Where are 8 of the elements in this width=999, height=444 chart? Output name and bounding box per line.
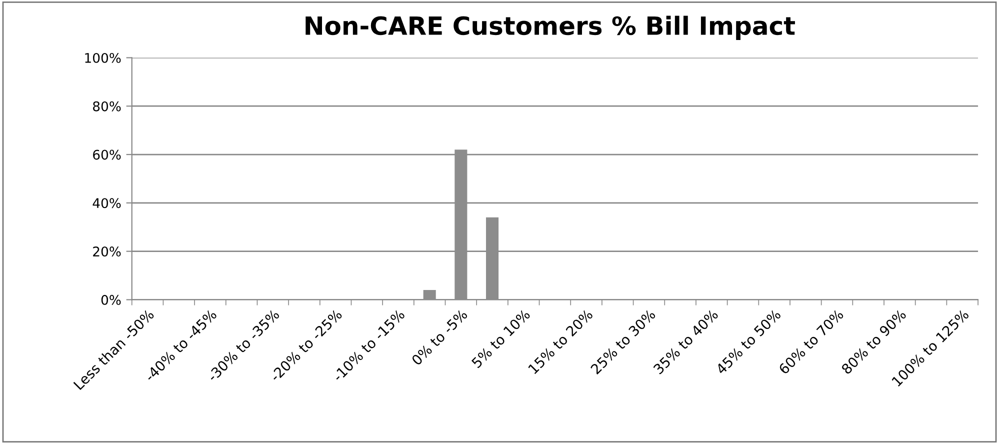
y-tick-label: 0% <box>101 294 121 305</box>
y-tick-label: 20% <box>93 246 121 257</box>
y-tick-label: 80% <box>93 101 121 112</box>
y-tick-label: 40% <box>92 198 121 208</box>
y-tick-label: 100% <box>85 52 121 63</box>
chart-title: Non-CARE Customers % Bill Impact <box>306 16 795 40</box>
x-tick-label: 0% to -5% <box>410 308 468 366</box>
y-tick-label: 60% <box>93 150 121 160</box>
